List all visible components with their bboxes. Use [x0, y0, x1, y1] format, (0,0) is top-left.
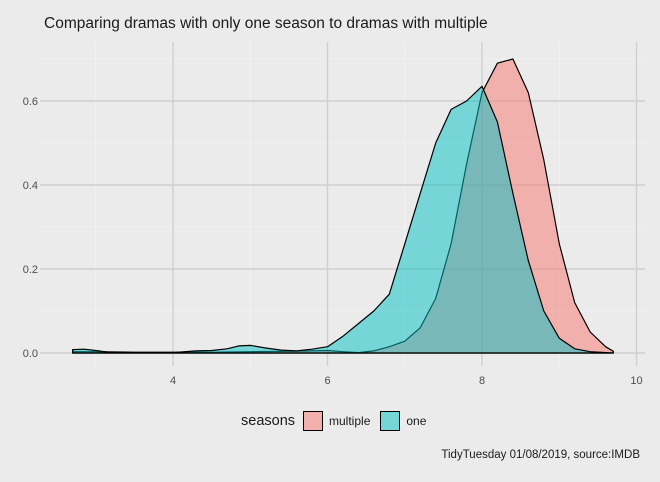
y-tick-label: 0.2	[23, 264, 38, 276]
density-area-one	[72, 85, 614, 354]
legend-label-one: one	[406, 414, 427, 428]
x-tick-label: 6	[324, 375, 330, 387]
chart-title: Comparing dramas with only one season to…	[44, 15, 488, 32]
legend-title: seasons	[241, 413, 296, 429]
chart-caption: TidyTuesday 01/08/2019, source:IMDB	[441, 449, 640, 461]
legend-key-one	[380, 411, 401, 431]
y-tick-label: 0.0	[23, 348, 38, 360]
density-areas	[72, 58, 614, 354]
x-tick-label: 8	[479, 375, 485, 387]
x-axis-ticks: 4 6 8 10	[170, 375, 643, 387]
y-axis-ticks: 0.0 0.2 0.4 0.6	[23, 96, 38, 360]
x-tick-label: 4	[170, 375, 176, 387]
legend: seasons multiple one	[241, 411, 436, 431]
x-tick-label: 10	[630, 375, 642, 387]
legend-key-multiple	[303, 411, 324, 431]
y-tick-label: 0.6	[23, 96, 38, 108]
legend-label-multiple: multiple	[329, 414, 371, 428]
y-tick-label: 0.4	[23, 180, 38, 192]
